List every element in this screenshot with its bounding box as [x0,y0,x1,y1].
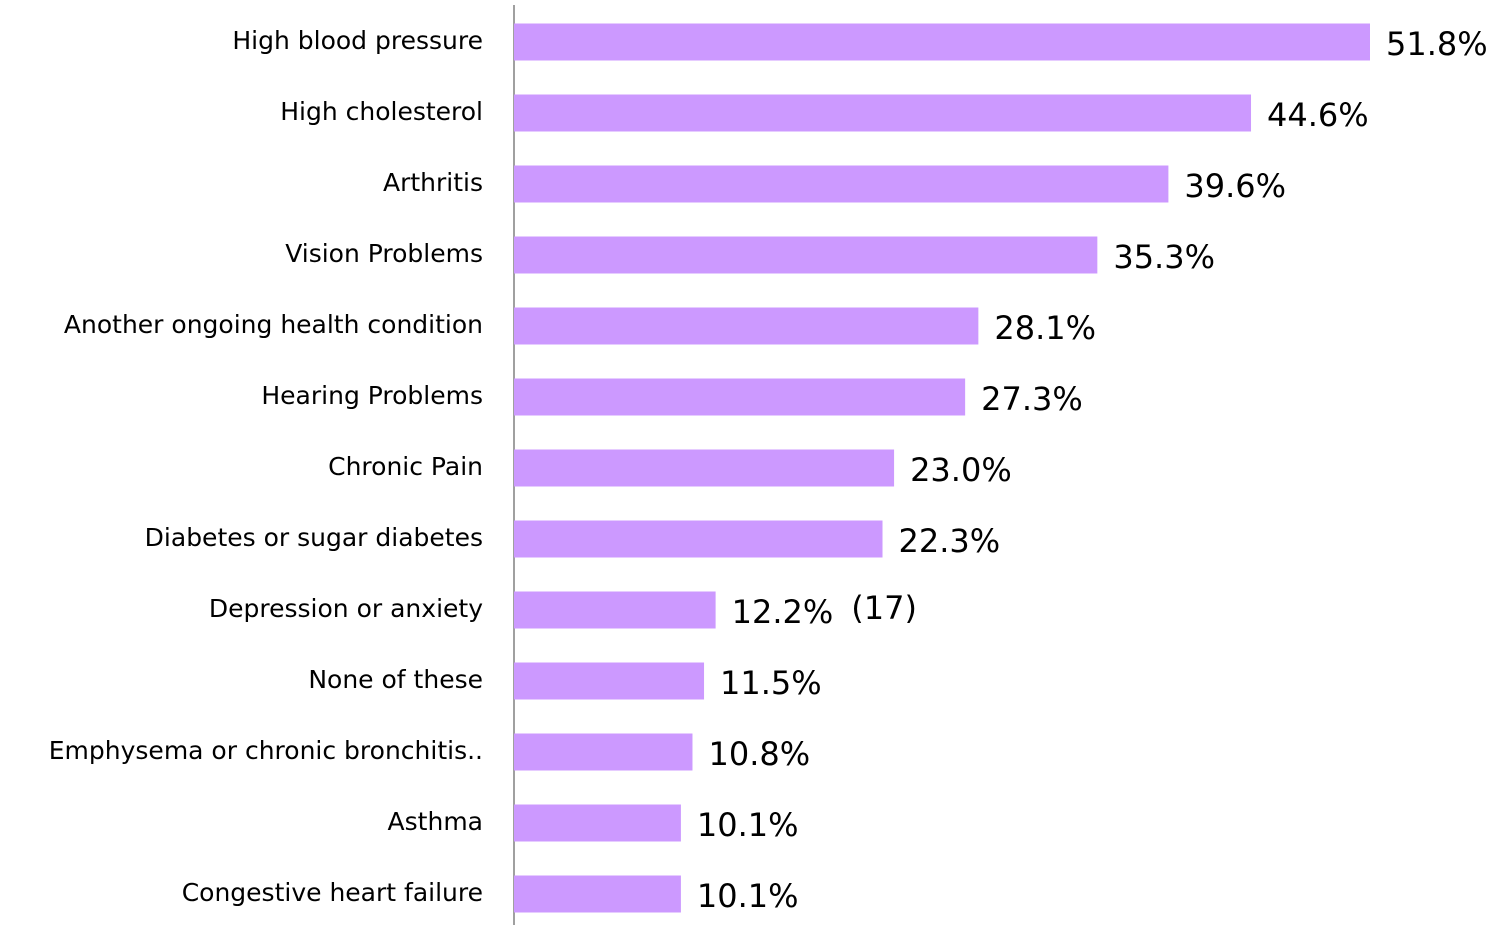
value-label: 11.5% [720,664,822,702]
bar [514,875,681,913]
value-label: 28.1% [994,309,1096,347]
value-label: 35.3% [1113,238,1215,276]
category-label: High blood pressure [232,26,483,55]
value-label: 22.3% [899,522,1001,560]
bar [514,733,693,771]
value-label: 44.6% [1267,96,1369,134]
bar [514,378,966,416]
category-label: Emphysema or chronic bronchitis.. [49,736,483,765]
bar [514,591,716,629]
category-label: Chronic Pain [328,452,483,481]
annotation: (17) [851,589,917,627]
value-label: 27.3% [981,380,1083,418]
value-label: 12.2% [732,593,834,631]
value-label: 39.6% [1184,167,1286,205]
value-label: 51.8% [1386,25,1488,63]
category-label: High cholesterol [280,97,483,126]
category-label: Arthritis [383,168,483,197]
value-label: 10.1% [697,806,799,844]
category-label: Depression or anxiety [209,594,483,623]
category-label: Diabetes or sugar diabetes [145,523,483,552]
value-label: 10.8% [708,735,810,773]
bar [514,520,883,558]
bar [514,94,1252,132]
category-label: Vision Problems [285,239,483,268]
bar [514,307,979,345]
bar [514,165,1169,203]
category-label: Hearing Problems [261,381,483,410]
category-label: Another ongoing health condition [64,310,483,339]
category-label: Asthma [388,807,483,836]
bar [514,23,1370,61]
bar [514,662,705,700]
category-label: None of these [308,665,483,694]
value-label: 10.1% [697,877,799,915]
bar [514,236,1098,274]
value-label: 23.0% [910,451,1012,489]
bar [514,804,681,842]
category-label: Congestive heart failure [182,878,483,907]
bar [514,449,895,487]
